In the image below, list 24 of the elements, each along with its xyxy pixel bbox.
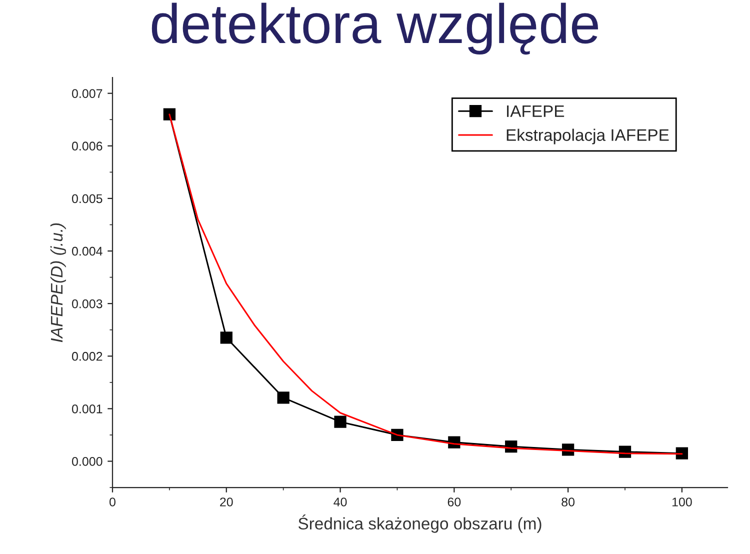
y-tick-label: 0.000 <box>72 457 102 466</box>
x-tick-label: 60 <box>448 498 461 506</box>
y-tick-label: 0.007 <box>72 89 102 98</box>
point <box>334 416 346 428</box>
x-tick-label: 100 <box>672 498 692 506</box>
legend-label: IAFEPE <box>507 105 564 117</box>
y-tick-label: 0.003 <box>72 299 102 308</box>
y-tick-label: 0.005 <box>72 194 102 204</box>
x-tick-label: 20 <box>220 498 233 506</box>
legend-label: Ekstrapolacja IAFEPE <box>506 128 669 144</box>
point <box>220 332 232 344</box>
y-tick-label: 0.002 <box>72 352 102 361</box>
x-tick-label: 80 <box>562 498 575 506</box>
y-tick-label: 0.001 <box>72 404 102 414</box>
y-tick-label: 0.004 <box>72 246 102 256</box>
y-tick-label: 0.006 <box>72 142 102 151</box>
point <box>676 447 688 460</box>
point <box>163 108 176 120</box>
x-tick-label: 40 <box>334 498 347 506</box>
point <box>277 392 290 404</box>
chart-title: detektora względe <box>152 2 598 55</box>
y-axis-title: IAFEPE(D) (j.u.) <box>50 223 66 342</box>
x-axis-title: Średnica skażonego obszaru (m) <box>298 514 542 533</box>
x-tick-label: 0 <box>110 498 116 506</box>
